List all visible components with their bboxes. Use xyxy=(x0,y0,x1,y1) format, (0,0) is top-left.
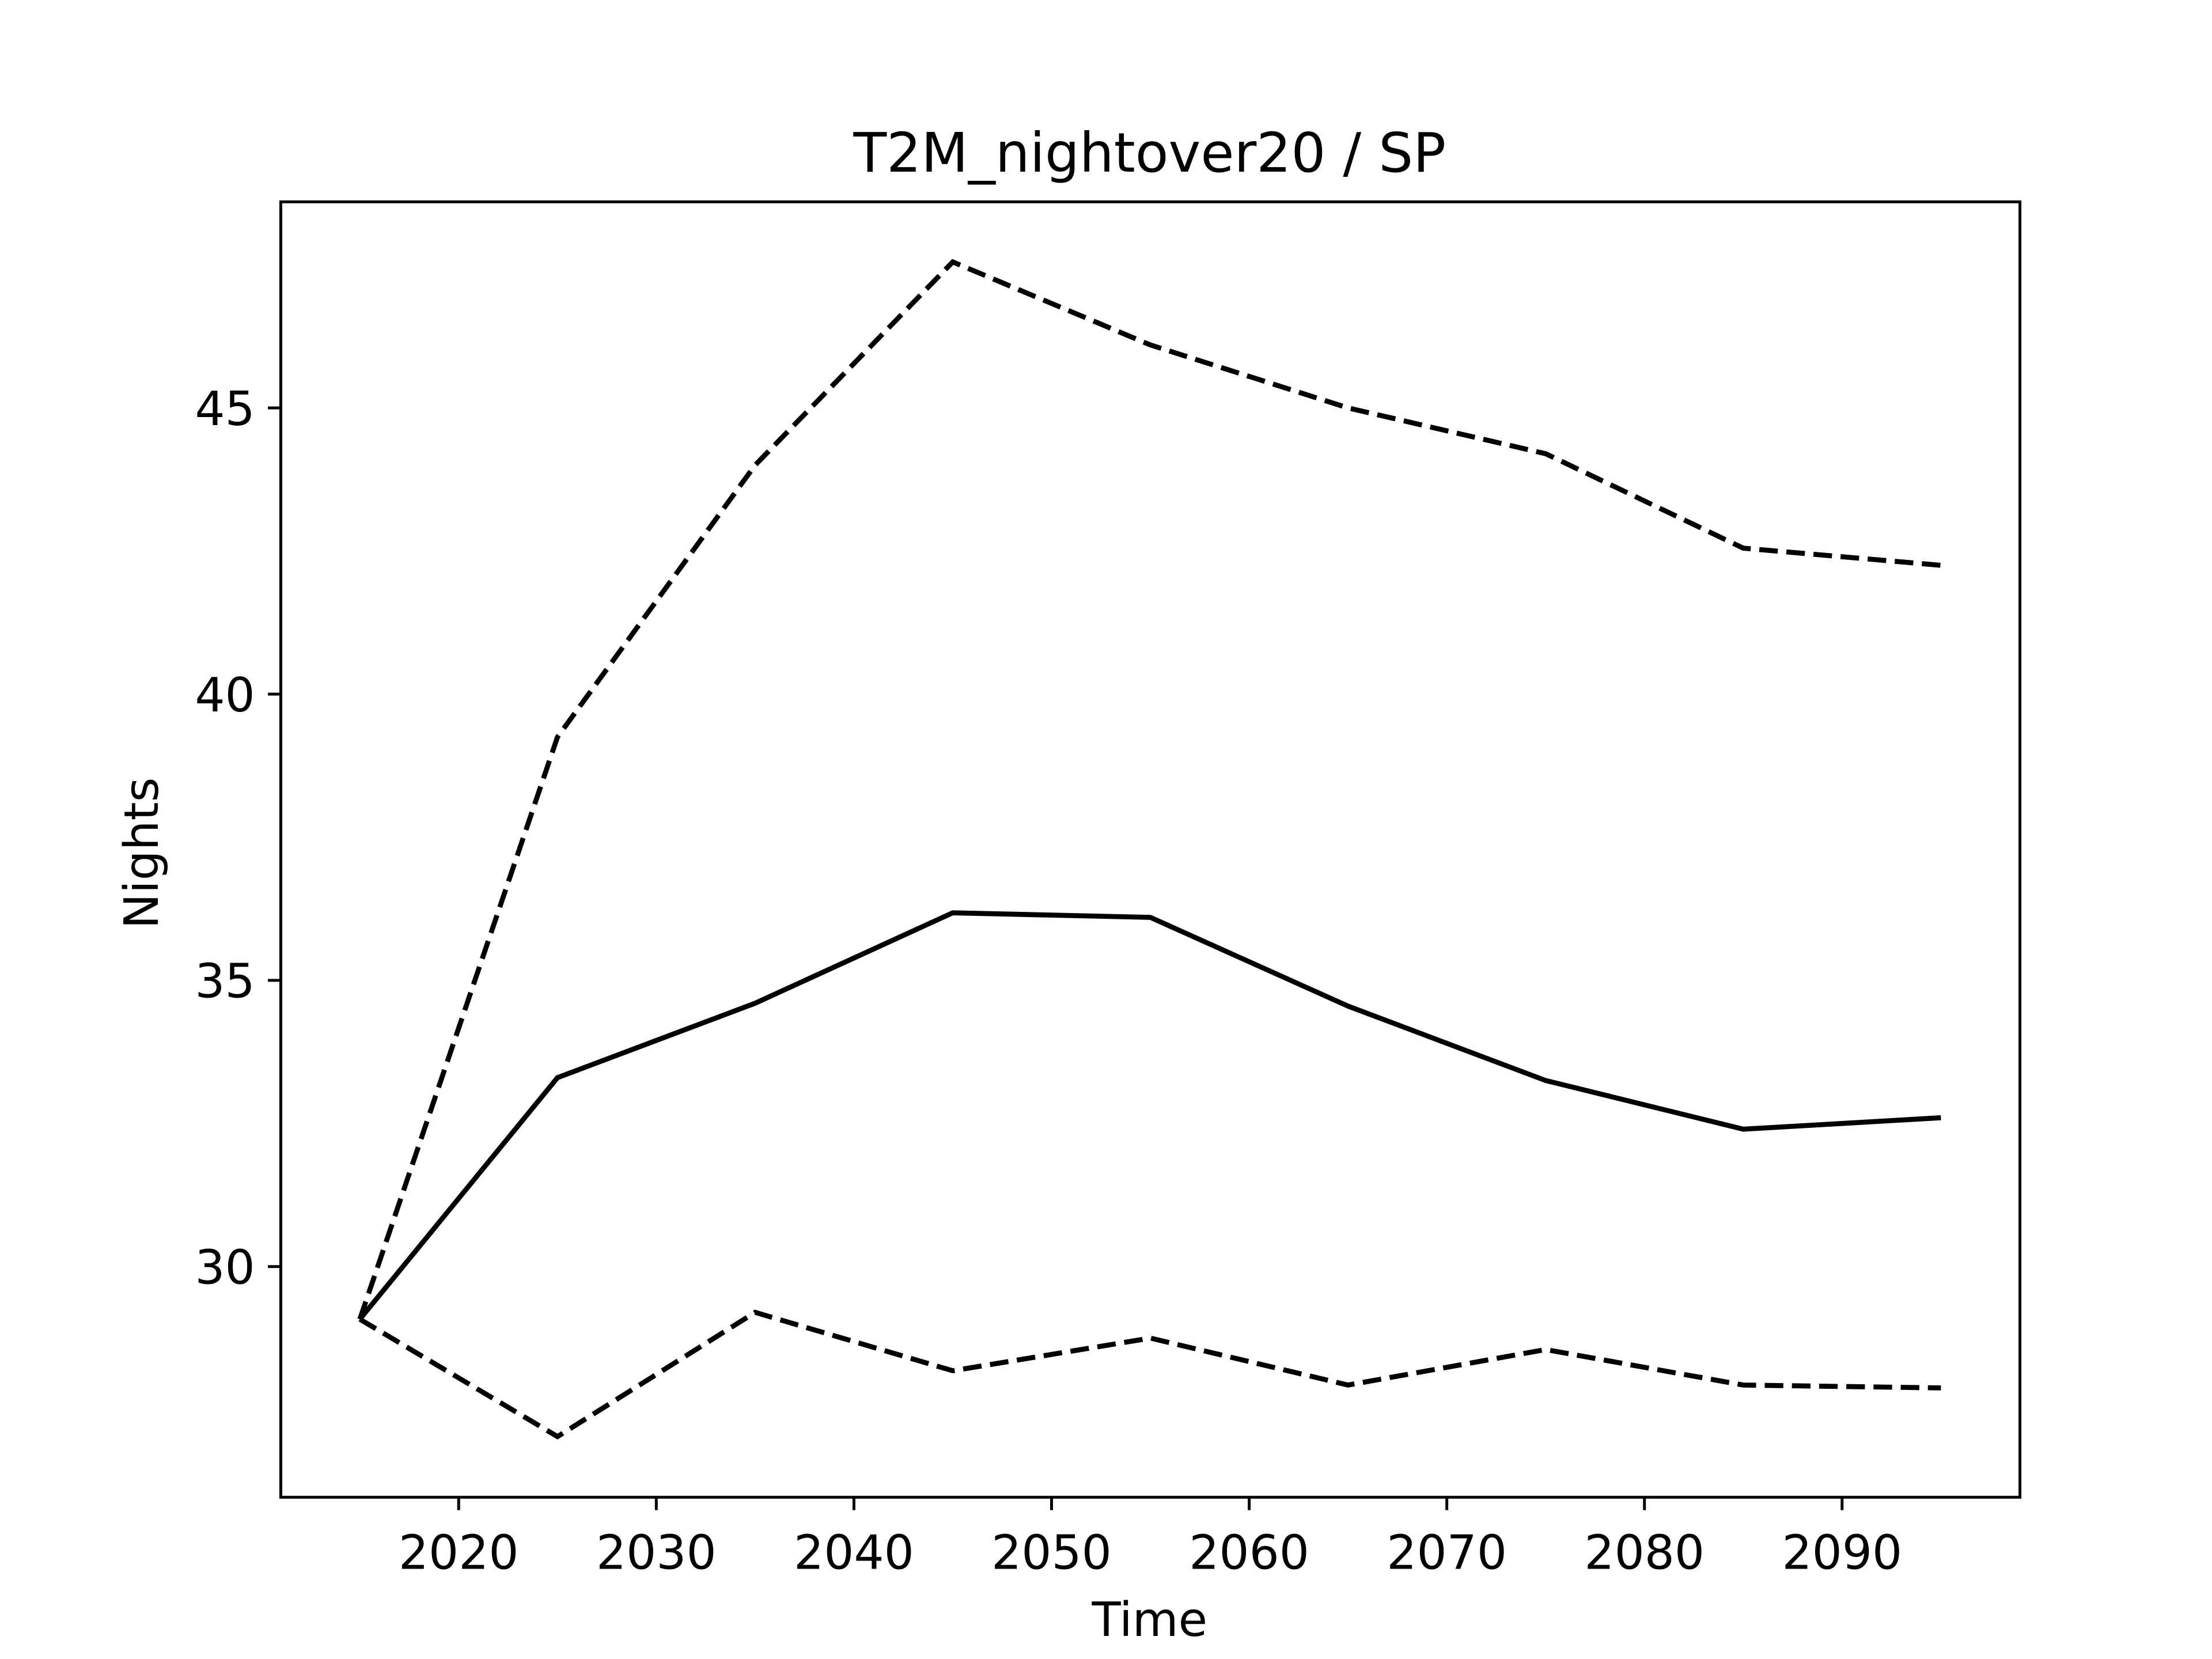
chart-title: T2M_nightover20 / SP xyxy=(853,122,1446,185)
x-tick-label: 2070 xyxy=(1387,1525,1507,1580)
y-axis-label: Nights xyxy=(115,777,169,929)
line-series xyxy=(358,1309,1941,1440)
y-tick-label: 40 xyxy=(195,668,255,723)
x-axis-label: Time xyxy=(1091,1593,1207,1647)
x-tick-label: 2080 xyxy=(1584,1525,1705,1580)
y-tick-label: 30 xyxy=(195,1241,255,1296)
x-tick-label: 2040 xyxy=(794,1525,914,1580)
line-series xyxy=(357,259,1941,1320)
x-tick-label: 2050 xyxy=(991,1525,1112,1580)
x-tick-label: 2020 xyxy=(399,1525,519,1580)
x-tick-label: 2090 xyxy=(1782,1525,1902,1580)
x-tick-label: 2060 xyxy=(1189,1525,1309,1580)
y-tick-label: 35 xyxy=(195,955,255,1009)
x-tick-label: 2030 xyxy=(596,1525,717,1580)
line-series xyxy=(358,910,1941,1321)
y-tick-label: 45 xyxy=(195,382,255,437)
plot-frame xyxy=(279,200,2022,1499)
